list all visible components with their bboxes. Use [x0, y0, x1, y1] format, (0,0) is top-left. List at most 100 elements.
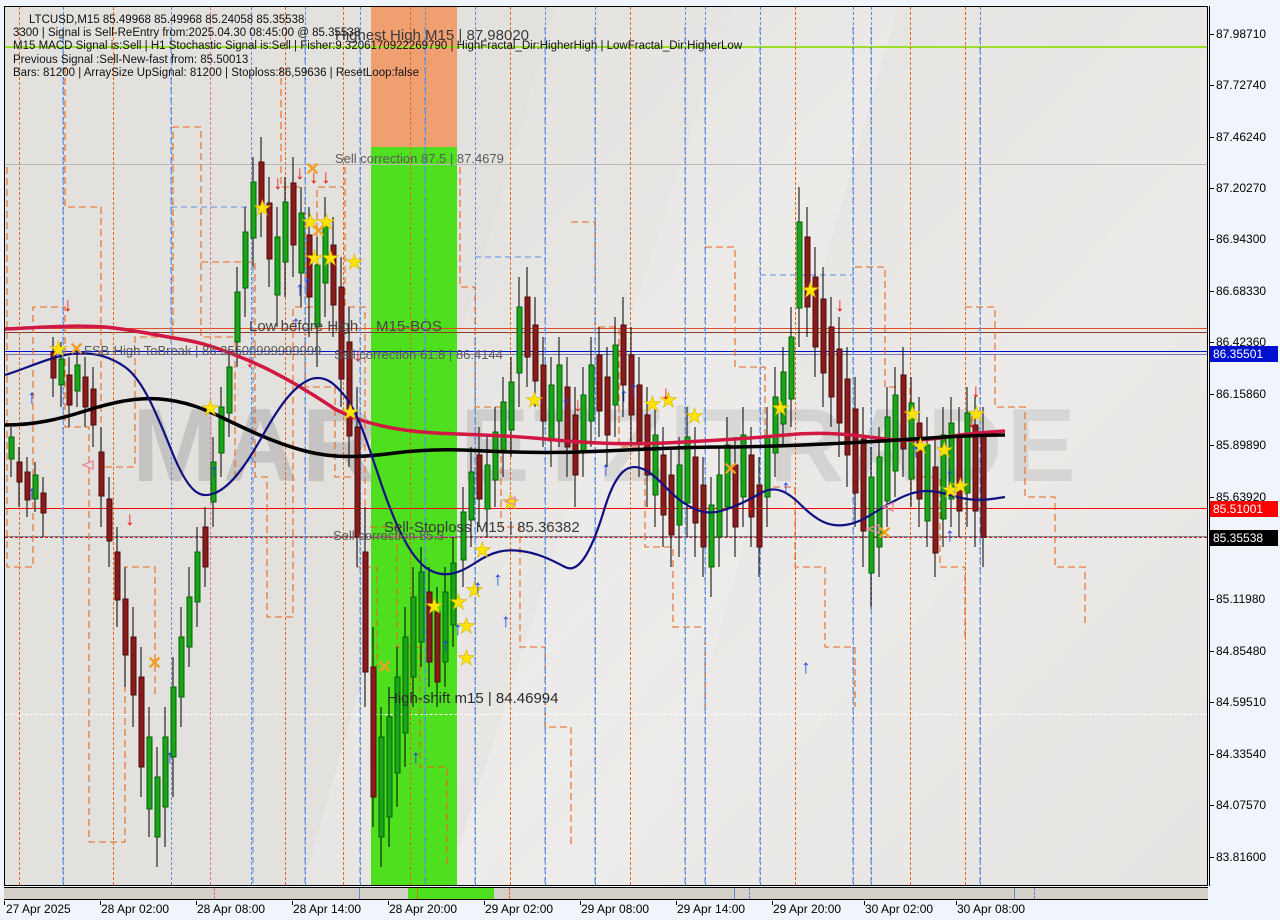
- svg-text:↑: ↑: [501, 611, 511, 632]
- time-label: 28 Apr 02:00: [101, 902, 170, 916]
- time-label: 29 Apr 20:00: [773, 902, 842, 916]
- svg-text:★: ★: [201, 397, 220, 420]
- time-strip-tick: [214, 888, 215, 899]
- time-strip-tick: [734, 888, 735, 899]
- time-scale[interactable]: 27 Apr 2025 28 Apr 02:00 28 Apr 08:00 28…: [4, 887, 1208, 920]
- price-tag-bid: 85.35538: [1210, 530, 1278, 546]
- session-band-green: [371, 7, 457, 885]
- time-strip-tick: [749, 888, 750, 899]
- svg-text:↑: ↑: [473, 577, 483, 598]
- level-sell-correction-618: [5, 354, 1207, 355]
- scale-corner: [1209, 887, 1280, 920]
- time-tick: [4, 901, 5, 905]
- level-sell-correction-875: [5, 164, 1207, 165]
- time-label: 30 Apr 02:00: [865, 902, 934, 916]
- svg-text:★: ★: [341, 401, 360, 424]
- price-tick: 84.59510: [1210, 695, 1280, 709]
- svg-text:★: ★: [951, 475, 970, 498]
- time-label: 29 Apr 02:00: [485, 902, 554, 916]
- svg-text:★: ★: [345, 251, 364, 274]
- time-label: 27 Apr 2025: [6, 902, 71, 916]
- vline-session: [113, 7, 114, 885]
- svg-text:↓: ↓: [971, 381, 981, 402]
- svg-text:↑: ↑: [945, 525, 955, 546]
- time-strip-tick: [417, 888, 418, 899]
- star-marker: ★ ★ ★ ★ ★ ★ ★ ★ ★ ★ ★ ★ ★ ★ ★: [49, 197, 986, 671]
- svg-text:↑: ↑: [411, 747, 421, 768]
- ma-blue-line: [5, 352, 1006, 576]
- svg-text:↓: ↓: [573, 395, 583, 416]
- svg-text:★: ★: [305, 247, 324, 270]
- svg-text:↓: ↓: [661, 383, 671, 404]
- time-strip-tick: [1034, 888, 1035, 899]
- vline-session: [171, 7, 172, 885]
- svg-text:★: ★: [685, 405, 704, 428]
- level-sell-stoploss: [5, 536, 1207, 537]
- svg-text:★: ★: [473, 539, 492, 562]
- svg-text:↑: ↑: [493, 569, 503, 590]
- svg-text:↑: ↑: [295, 279, 305, 300]
- vline-session: [63, 7, 64, 885]
- chart-inner: MARKETZ|TRADE: [5, 7, 1207, 885]
- signal-markers: ★ ★ ★ ★ ★ ★ ★ ★ ★ ★ ★ ★ ★ ★ ★: [27, 159, 986, 768]
- price-tick: 86.15860: [1210, 387, 1280, 401]
- svg-text:↑: ↑: [945, 465, 955, 486]
- time-label: 29 Apr 08:00: [581, 902, 650, 916]
- level-m15-bos: [5, 332, 1207, 333]
- svg-text:↓: ↓: [967, 411, 977, 432]
- svg-text:↑: ↑: [441, 635, 451, 656]
- svg-text:★: ★: [903, 403, 922, 426]
- time-strip-highlight: [408, 888, 494, 899]
- svg-text:↑: ↑: [165, 747, 175, 768]
- vline-session: [210, 7, 211, 885]
- svg-text:★: ★: [643, 393, 662, 416]
- svg-text:↓: ↓: [245, 351, 255, 372]
- level-fsb-high-tobreak: [5, 351, 1207, 352]
- svg-text:★: ★: [457, 615, 476, 638]
- level-bid-price: [5, 537, 1207, 538]
- svg-text:↓: ↓: [309, 167, 319, 188]
- time-strip-tick: [509, 888, 510, 899]
- svg-text:✕: ✕: [69, 339, 84, 359]
- price-chart-canvas[interactable]: MARKETZ|TRADE: [4, 6, 1208, 886]
- svg-text:↑: ↑: [781, 477, 791, 498]
- level-ask-price: [5, 508, 1207, 509]
- vline-session: [871, 7, 872, 885]
- vline-session: [343, 7, 344, 885]
- svg-text:↑: ↑: [619, 385, 629, 406]
- svg-text:✕: ✕: [723, 459, 738, 479]
- svg-text:★: ★: [317, 211, 336, 234]
- svg-text:✕: ✕: [311, 221, 326, 241]
- svg-text:★: ★: [321, 247, 340, 270]
- time-tick: [292, 901, 293, 905]
- price-tick: 83.81600: [1210, 850, 1280, 864]
- sell-arrow-marker: ↓ ↓ ↓ ↓ ↓ ↓ ↓ ↓ ↓ ↓ ↓ ↓ ↓ ↓: [63, 163, 981, 530]
- svg-text:✕: ✕: [377, 657, 392, 677]
- ma-red-line: [5, 324, 1006, 446]
- chart-label-sell-correction-853: Sell correction 85.3: [333, 528, 445, 543]
- chart-label-high-shift: High-shift m15 | 84.46994: [387, 690, 559, 707]
- price-tick: 84.33540: [1210, 747, 1280, 761]
- svg-text:↓: ↓: [295, 163, 305, 184]
- time-label: 29 Apr 14:00: [677, 902, 746, 916]
- level-highest-high: [5, 46, 1207, 48]
- vline-session: [545, 7, 546, 885]
- price-tick: 84.85480: [1210, 644, 1280, 658]
- price-tick: 87.20270: [1210, 181, 1280, 195]
- svg-text:↑: ↑: [911, 441, 921, 462]
- time-tick: [864, 901, 865, 905]
- time-tick: [580, 901, 581, 905]
- svg-text:↓: ↓: [321, 167, 331, 188]
- svg-text:↑: ↑: [291, 313, 301, 334]
- svg-text:★: ★: [967, 403, 986, 426]
- time-label: 28 Apr 08:00: [197, 902, 266, 916]
- price-tag-ask: 85.51001: [1210, 501, 1278, 517]
- price-scale[interactable]: 87.98710 87.72740 87.46240 87.20270 86.9…: [1209, 6, 1280, 915]
- svg-text:✕: ✕: [877, 523, 892, 543]
- time-tick: [388, 901, 389, 905]
- svg-text:↑: ↑: [629, 379, 639, 400]
- price-tick: 86.94300: [1210, 232, 1280, 246]
- svg-text:↓: ↓: [353, 345, 363, 366]
- chart-label-low-before-high: Low before High: [249, 318, 359, 335]
